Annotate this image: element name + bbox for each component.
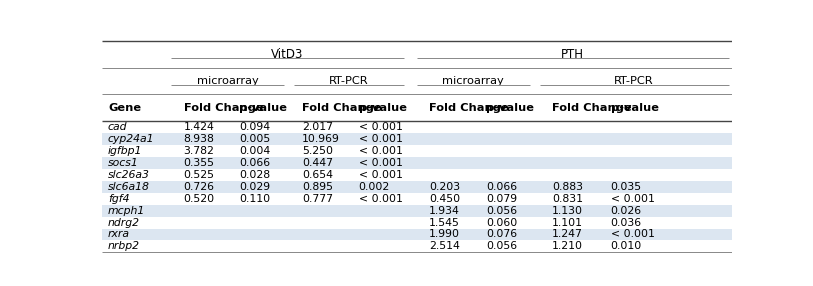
Text: < 0.001: < 0.001 [359,170,402,180]
Text: 0.066: 0.066 [239,158,270,168]
Text: Fold Change: Fold Change [552,103,632,113]
Text: 2.514: 2.514 [429,241,460,251]
Text: 0.110: 0.110 [239,194,270,204]
Text: nrbp2: nrbp2 [108,241,140,251]
Text: 1.130: 1.130 [552,206,583,216]
Text: 0.094: 0.094 [239,122,270,132]
Bar [102,181,732,193]
Text: 1.101: 1.101 [552,218,583,228]
Text: ndrg2: ndrg2 [108,218,140,228]
Text: 0.010: 0.010 [611,241,642,251]
Bar [102,205,732,217]
Text: socs1: socs1 [108,158,139,168]
Text: Fold Change: Fold Change [429,103,509,113]
Text: mcph1: mcph1 [108,206,146,216]
Text: 0.831: 0.831 [552,194,583,204]
Text: 0.079: 0.079 [486,194,517,204]
Text: 0.525: 0.525 [184,170,215,180]
Text: 0.035: 0.035 [611,182,641,192]
Text: p-value: p-value [611,103,659,113]
Text: 0.447: 0.447 [302,158,333,168]
Text: VitD3: VitD3 [272,48,304,61]
Text: 0.355: 0.355 [184,158,215,168]
Text: p-value: p-value [239,103,287,113]
Text: RT-PCR: RT-PCR [329,76,369,86]
Text: rxra: rxra [108,229,130,239]
Text: 3.782: 3.782 [184,146,215,156]
Text: 1.545: 1.545 [429,218,460,228]
Bar [102,133,732,145]
Text: < 0.001: < 0.001 [359,194,402,204]
Text: fgf4: fgf4 [108,194,129,204]
Text: microarray: microarray [442,76,504,86]
Text: < 0.001: < 0.001 [611,194,654,204]
Text: PTH: PTH [561,48,584,61]
Text: 0.654: 0.654 [302,170,333,180]
Text: 0.895: 0.895 [302,182,333,192]
Bar [102,229,732,241]
Text: 2.017: 2.017 [302,122,333,132]
Bar [102,157,732,169]
Text: 0.450: 0.450 [429,194,460,204]
Text: < 0.001: < 0.001 [611,229,654,239]
Text: Fold Change: Fold Change [184,103,263,113]
Text: 0.002: 0.002 [359,182,390,192]
Text: 0.004: 0.004 [239,146,270,156]
Text: 10.969: 10.969 [302,134,340,144]
Text: 0.056: 0.056 [486,206,517,216]
Text: 0.726: 0.726 [184,182,215,192]
Text: 0.036: 0.036 [611,218,641,228]
Text: RT-PCR: RT-PCR [615,76,654,86]
Text: 0.076: 0.076 [486,229,517,239]
Text: 1.934: 1.934 [429,206,460,216]
Text: 0.777: 0.777 [302,194,333,204]
Text: Fold Change: Fold Change [302,103,381,113]
Text: 0.520: 0.520 [184,194,215,204]
Text: 1.424: 1.424 [184,122,215,132]
Text: 1.210: 1.210 [552,241,583,251]
Text: < 0.001: < 0.001 [359,134,402,144]
Text: 0.203: 0.203 [429,182,460,192]
Text: 0.028: 0.028 [239,170,270,180]
Text: cad: cad [108,122,128,132]
Text: 0.060: 0.060 [486,218,517,228]
Text: 1.990: 1.990 [429,229,460,239]
Text: 0.026: 0.026 [611,206,641,216]
Text: 8.938: 8.938 [184,134,215,144]
Text: slc6a18: slc6a18 [108,182,150,192]
Text: microarray: microarray [197,76,259,86]
Text: 0.056: 0.056 [486,241,517,251]
Text: 0.029: 0.029 [239,182,270,192]
Text: p-value: p-value [359,103,406,113]
Text: 0.883: 0.883 [552,182,583,192]
Text: 1.247: 1.247 [552,229,583,239]
Text: p-value: p-value [486,103,534,113]
Text: cyp24a1: cyp24a1 [108,134,154,144]
Text: 5.250: 5.250 [302,146,333,156]
Text: 0.005: 0.005 [239,134,270,144]
Text: < 0.001: < 0.001 [359,158,402,168]
Text: < 0.001: < 0.001 [359,146,402,156]
Text: 0.066: 0.066 [486,182,517,192]
Text: slc26a3: slc26a3 [108,170,150,180]
Text: < 0.001: < 0.001 [359,122,402,132]
Text: igfbp1: igfbp1 [108,146,142,156]
Text: Gene: Gene [108,103,141,113]
